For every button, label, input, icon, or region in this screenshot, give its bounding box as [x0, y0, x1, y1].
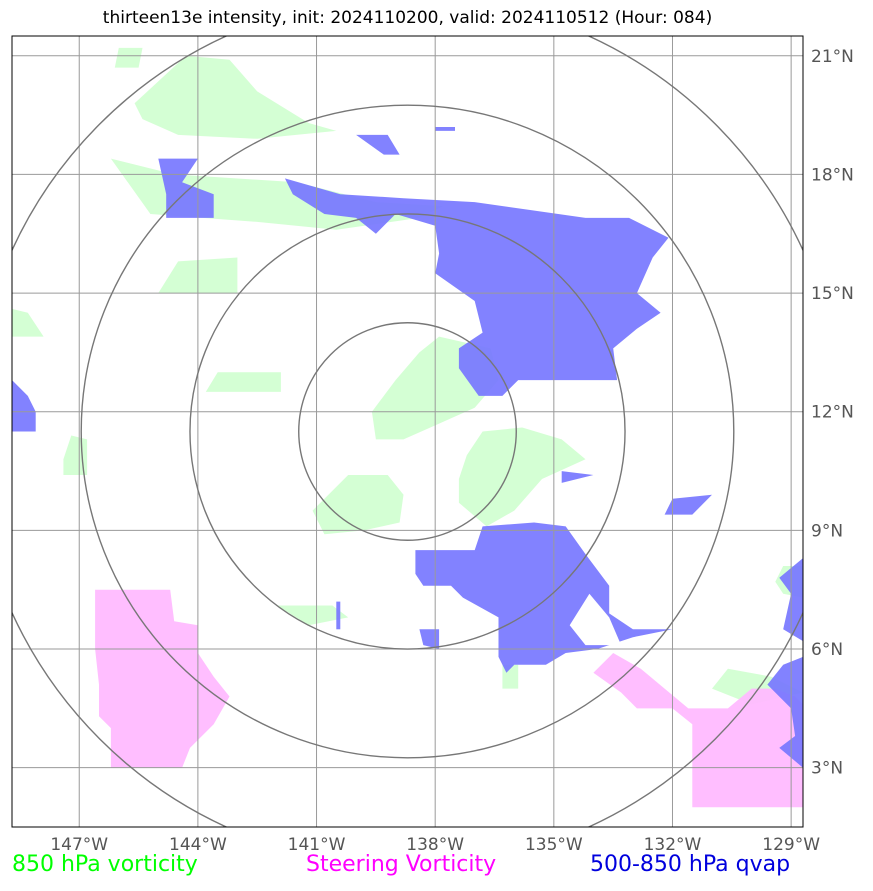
vorticity-850-area — [12, 308, 44, 337]
longitude-tick-label: 147°W — [50, 835, 108, 855]
vorticity-850-area — [277, 605, 349, 626]
qvap-area — [158, 158, 214, 218]
vorticity-850-area — [134, 55, 337, 139]
longitude-tick-label: 141°W — [288, 835, 346, 855]
vorticity-850-area — [205, 372, 281, 392]
latitude-tick-label: 3°N — [811, 759, 843, 779]
gridlines — [12, 36, 803, 827]
vorticity-850-area — [312, 475, 404, 535]
steering-vorticity-area — [593, 653, 803, 808]
latitude-tick-label: 21°N — [811, 47, 854, 67]
range-rings — [12, 36, 803, 827]
range-ring — [80, 104, 735, 759]
legend-vorticity-850: 850 hPa vorticity — [12, 852, 198, 877]
qvap-area — [12, 380, 36, 432]
steering-vorticity-layer — [95, 589, 803, 808]
latitude-labels: 3°N 6°N 9°N 12°N 15°N 18°N 21°N — [811, 47, 854, 779]
latitude-tick-label: 18°N — [811, 165, 854, 185]
latitude-tick-label: 6°N — [811, 640, 843, 660]
longitude-tick-label: 144°W — [169, 835, 227, 855]
vorticity-850-area — [114, 47, 143, 68]
range-ring — [298, 322, 517, 541]
qvap-area — [767, 656, 803, 768]
longitude-tick-label: 129°W — [762, 835, 820, 855]
legend-steering-vorticity: Steering Vorticity — [306, 852, 497, 877]
qvap-area — [561, 471, 594, 483]
range-ring — [189, 213, 626, 650]
qvap-area — [336, 601, 341, 630]
longitude-tick-label: 138°W — [406, 835, 464, 855]
qvap-area — [356, 134, 400, 155]
latitude-tick-label: 9°N — [811, 521, 843, 541]
qvap-area — [435, 127, 455, 131]
map-frame — [11, 35, 804, 828]
longitude-tick-label: 135°W — [525, 835, 583, 855]
longitude-tick-label: 132°W — [644, 835, 702, 855]
qvap-area-hole — [569, 593, 622, 646]
latitude-tick-label: 12°N — [811, 403, 854, 423]
latitude-tick-label: 15°N — [811, 284, 854, 304]
qvap-area — [419, 629, 440, 649]
map-title: thirteen13e intensity, init: 2024110200,… — [102, 8, 713, 28]
steering-vorticity-area — [95, 589, 230, 768]
qvap-area — [284, 178, 669, 396]
qvap-area — [664, 494, 712, 515]
longitude-labels: 147°W 144°W 141°W 138°W 135°W 132°W 129°W — [50, 835, 820, 855]
legend-qvap: 500-850 hPa qvap — [590, 852, 791, 877]
